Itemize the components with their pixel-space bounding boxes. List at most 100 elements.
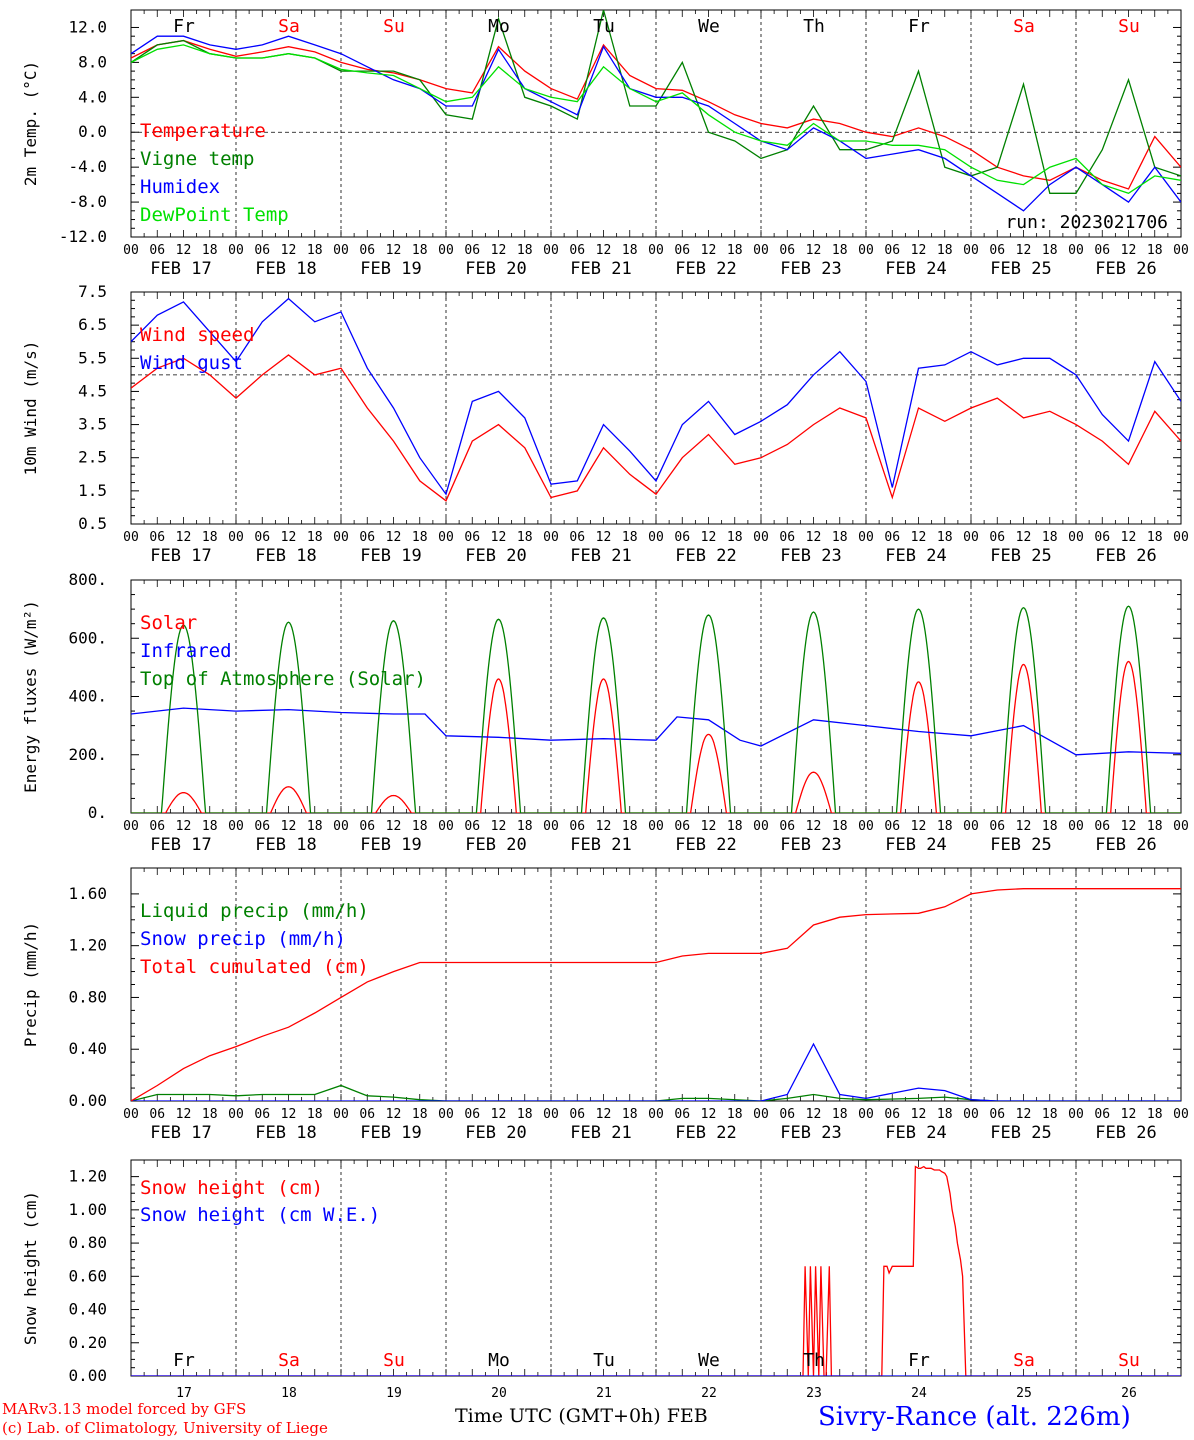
x-hour-label: 12 (701, 243, 717, 258)
x-hour-label: 00 (753, 243, 769, 258)
x-hour-label: 06 (464, 243, 480, 258)
x-hour-label: 00 (333, 819, 349, 834)
x-hour-label: 06 (254, 819, 270, 834)
day-number-label: 22 (701, 1386, 717, 1401)
x-date-label: FEB 21 (570, 259, 631, 279)
day-name-label: Fr (908, 16, 930, 37)
legend-entry: Snow height (cm W.E.) (140, 1204, 380, 1226)
x-hour-label: 00 (1173, 243, 1189, 258)
x-date-label: FEB 18 (255, 259, 316, 279)
x-hour-label: 12 (176, 243, 192, 258)
x-hour-label: 12 (806, 530, 822, 545)
x-date-label: FEB 23 (780, 259, 841, 279)
x-hour-label: 06 (989, 1107, 1005, 1122)
x-date-label: FEB 25 (990, 546, 1051, 566)
x-hour-label: 00 (963, 1107, 979, 1122)
x-hour-label: 18 (1042, 530, 1058, 545)
series-group (131, 888, 1181, 1101)
x-hour-label: 12 (1121, 530, 1137, 545)
x-hour-label: 18 (202, 243, 218, 258)
y-tick-label: 6.5 (78, 315, 107, 334)
x-hour-label: 12 (176, 819, 192, 834)
x-date-label: FEB 19 (360, 1123, 421, 1143)
x-hour-label: 06 (884, 1107, 900, 1122)
x-hour-label: 00 (963, 243, 979, 258)
legend-entry: Snow height (cm) (140, 1177, 323, 1199)
series-line-temperature (131, 39, 1181, 190)
x-hour-label: 00 (648, 1107, 664, 1122)
x-hour-label: 18 (937, 1107, 953, 1122)
x-hour-label: 12 (596, 530, 612, 545)
x-hour-label: 12 (386, 530, 402, 545)
day-number-label: 18 (281, 1386, 297, 1401)
x-hour-label: 06 (779, 1107, 795, 1122)
x-axis-month: FEB (666, 1405, 708, 1427)
day-name-label: Su (1118, 1350, 1140, 1371)
x-hour-label: 18 (622, 1107, 638, 1122)
x-hour-label: 06 (149, 243, 165, 258)
day-name-label: We (698, 16, 720, 37)
y-tick-label: 800. (68, 570, 107, 589)
y-tick-label: 1.00 (68, 1200, 107, 1219)
x-hour-label: 18 (517, 530, 533, 545)
x-hour-label: 12 (386, 243, 402, 258)
legend-entry: Liquid precip (mm/h) (140, 900, 369, 922)
x-date-label: FEB 20 (465, 1123, 526, 1143)
x-hour-label: 06 (149, 530, 165, 545)
day-number-label: 19 (386, 1386, 402, 1401)
x-hour-label: 00 (648, 530, 664, 545)
y-tick-label: 0.5 (78, 514, 107, 533)
x-hour-label: 00 (543, 530, 559, 545)
y-tick-label: 0.80 (68, 1233, 107, 1252)
x-hour-label: 18 (517, 243, 533, 258)
x-hour-label: 00 (438, 819, 454, 834)
x-date-label: FEB 26 (1095, 1123, 1156, 1143)
x-hour-label: 00 (543, 819, 559, 834)
day-name-label: Su (383, 16, 405, 37)
legend-entry: Vigne temp (140, 148, 254, 170)
x-hour-label: 00 (858, 819, 874, 834)
x-hour-label: 06 (359, 819, 375, 834)
x-date-label: FEB 21 (570, 835, 631, 855)
y-axis-label: 10m Wind (m/s) (21, 341, 40, 476)
x-hour-label: 00 (1068, 530, 1084, 545)
x-hour-label: 18 (1147, 819, 1163, 834)
x-hour-label: 12 (281, 1107, 297, 1122)
y-tick-label: 0.00 (68, 1091, 107, 1110)
x-hour-label: 06 (254, 1107, 270, 1122)
x-hour-label: 06 (674, 530, 690, 545)
x-hour-label: 18 (622, 819, 638, 834)
x-hour-label: 00 (858, 243, 874, 258)
day-name-label: Th (803, 1350, 825, 1371)
x-hour-label: 18 (412, 243, 428, 258)
day-number-label: 24 (911, 1386, 927, 1401)
day-name-label: We (698, 1350, 720, 1371)
x-hour-label: 18 (937, 243, 953, 258)
day-name-label: Sa (278, 1350, 300, 1371)
x-hour-label: 00 (648, 819, 664, 834)
x-hour-label: 06 (989, 243, 1005, 258)
legend-entry: Infrared (140, 640, 232, 662)
day-name-label: Su (1118, 16, 1140, 37)
x-date-label: FEB 22 (675, 1123, 736, 1143)
x-hour-label: 00 (438, 243, 454, 258)
x-hour-label: 18 (202, 530, 218, 545)
x-hour-label: 18 (622, 530, 638, 545)
y-axis-label: 2m Temp. (°C) (21, 61, 40, 186)
x-hour-label: 00 (1173, 1107, 1189, 1122)
x-date-label: FEB 24 (885, 1123, 946, 1143)
x-hour-label: 18 (202, 1107, 218, 1122)
x-hour-label: 18 (517, 819, 533, 834)
x-hour-label: 12 (1016, 530, 1032, 545)
day-name-label: Sa (278, 16, 300, 37)
x-hour-label: 18 (832, 1107, 848, 1122)
x-date-label: FEB 21 (570, 546, 631, 566)
x-hour-label: 18 (412, 1107, 428, 1122)
x-hour-label: 00 (333, 530, 349, 545)
x-hour-label: 18 (307, 243, 323, 258)
y-tick-label: 1.20 (68, 936, 107, 955)
y-tick-label: 3.5 (78, 415, 107, 434)
x-date-label: FEB 17 (150, 835, 211, 855)
day-number-label: 21 (596, 1386, 612, 1401)
x-hour-label: 06 (779, 530, 795, 545)
